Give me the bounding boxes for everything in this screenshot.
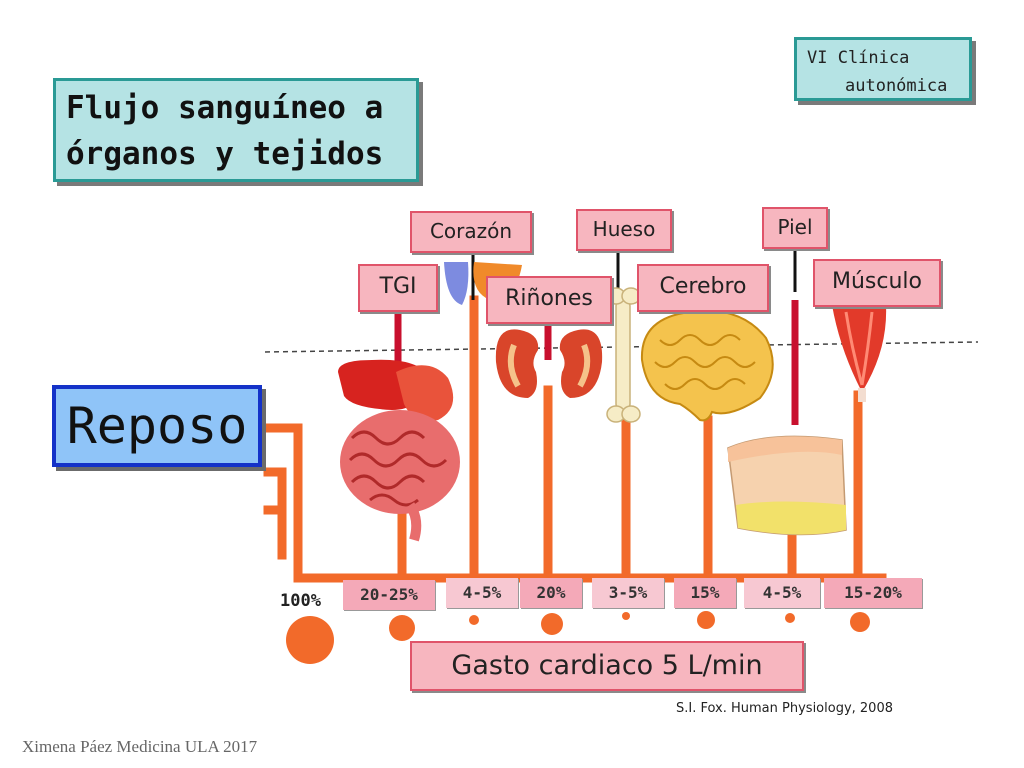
organ-label-cerebro: Cerebro bbox=[637, 264, 769, 312]
organ-label-piel: Piel bbox=[762, 207, 828, 249]
percent-piel: 4-5% bbox=[744, 578, 820, 608]
percent-cerebro: 15% bbox=[674, 578, 736, 608]
section-tag-line1: VI Clínica bbox=[807, 48, 910, 68]
organ-label-corazon: Corazón bbox=[410, 211, 532, 253]
flow-drops bbox=[286, 611, 870, 664]
citation: S.I. Fox. Human Physiology, 2008 bbox=[676, 701, 893, 716]
percent-corazon: 4-5% bbox=[446, 578, 518, 608]
author-footer: Ximena Páez Medicina ULA 2017 bbox=[22, 737, 258, 756]
percent-rinones: 20% bbox=[520, 578, 582, 608]
percent-tgi: 20-25% bbox=[343, 580, 435, 610]
slide-title: Flujo sanguíneo a órganos y tejidos bbox=[53, 78, 419, 182]
section-tag-line2: autonómica bbox=[845, 76, 948, 96]
brain-illustration bbox=[640, 309, 774, 422]
skin-illustration bbox=[727, 435, 847, 536]
section-tag: VI Clínica autonómica bbox=[794, 37, 972, 101]
percent-musculo: 15-20% bbox=[824, 578, 922, 608]
slide-title-line2: órganos y tejidos bbox=[66, 136, 384, 172]
kidneys-illustration bbox=[495, 329, 603, 398]
organ-label-rinones: Riñones bbox=[486, 276, 612, 324]
organ-label-tgi: TGI bbox=[358, 264, 438, 312]
organ-label-hueso: Hueso bbox=[576, 209, 672, 251]
organ-label-musculo: Músculo bbox=[813, 259, 941, 307]
slide-title-line1: Flujo sanguíneo a bbox=[66, 90, 384, 126]
digestive-illustration bbox=[338, 359, 460, 542]
percent-total: 100% bbox=[280, 591, 321, 611]
state-label: Reposo bbox=[52, 385, 262, 467]
cardiac-output-label: Gasto cardiaco 5 L/min bbox=[410, 641, 804, 691]
bone-illustration bbox=[606, 287, 641, 423]
muscle-illustration bbox=[832, 300, 887, 402]
percent-hueso: 3-5% bbox=[592, 578, 664, 608]
